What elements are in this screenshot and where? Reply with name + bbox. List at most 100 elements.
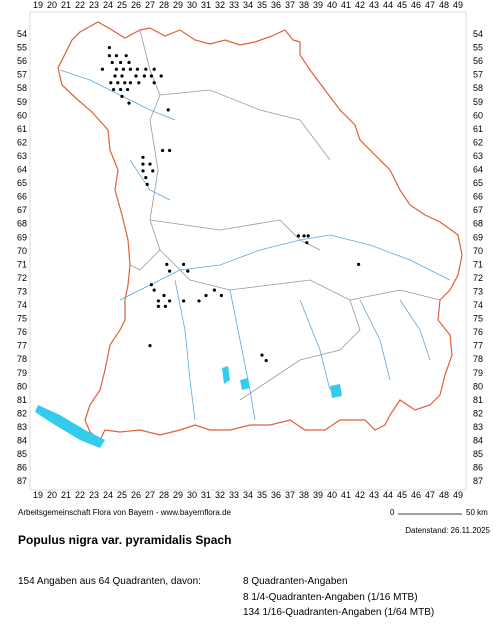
row-label: 67	[473, 205, 483, 215]
summary: 154 Angaben aus 64 Quadranten, davon:	[18, 576, 201, 587]
record-dot	[110, 60, 114, 65]
column-label: 33	[229, 0, 239, 10]
column-label: 43	[369, 490, 379, 500]
column-label: 32	[215, 490, 225, 500]
column-label: 42	[355, 0, 365, 10]
row-label: 71	[473, 259, 483, 269]
detail: 8 Quadranten-Angaben	[243, 576, 348, 587]
row-label: 60	[473, 110, 483, 120]
record-dot	[168, 269, 172, 273]
record-dot	[114, 67, 118, 71]
column-label: 35	[257, 490, 267, 500]
record-dot	[148, 344, 152, 348]
row-label: 69	[17, 232, 27, 242]
record-dot	[166, 108, 170, 112]
column-label: 44	[383, 490, 393, 500]
row-label: 62	[17, 137, 27, 147]
column-label: 19	[33, 490, 43, 500]
row-label: 63	[17, 151, 27, 161]
row-label: 56	[473, 56, 483, 66]
record-dot	[120, 74, 124, 78]
column-label: 25	[117, 490, 127, 500]
row-label: 83	[17, 422, 27, 432]
rivers	[59, 69, 451, 421]
record-dot	[219, 293, 223, 298]
row-label: 75	[17, 314, 27, 324]
column-label: 40	[327, 0, 337, 10]
row-label: 70	[473, 246, 483, 256]
row-label: 77	[17, 341, 27, 351]
record-dot	[159, 74, 163, 78]
row-label: 58	[17, 83, 27, 93]
record-dot	[127, 60, 131, 65]
column-label: 27	[145, 0, 155, 10]
state-border	[57, 21, 463, 441]
record-dot	[144, 176, 148, 180]
row-label: 83	[473, 422, 483, 432]
record-dot	[142, 74, 146, 78]
record-dot	[152, 81, 156, 85]
scale-end: 50 km	[466, 508, 488, 517]
record-dot	[121, 67, 125, 71]
record-dot	[128, 81, 132, 85]
row-label: 80	[473, 381, 483, 391]
column-label: 45	[397, 490, 407, 500]
column-label: 31	[201, 490, 211, 500]
column-label: 29	[173, 0, 183, 10]
column-label: 27	[145, 490, 155, 500]
row-label: 78	[473, 354, 483, 364]
record-dot	[156, 304, 160, 308]
row-label: 86	[473, 463, 483, 473]
record-dot	[212, 288, 216, 292]
row-label: 67	[17, 205, 27, 215]
row-label: 81	[473, 395, 483, 405]
record-dot	[119, 60, 123, 65]
record-dot	[182, 262, 186, 266]
row-label: 64	[473, 165, 483, 175]
row-label: 55	[473, 43, 483, 53]
record-dot	[165, 262, 169, 266]
row-label: 66	[473, 192, 483, 202]
column-label: 46	[411, 0, 421, 10]
column-label: 33	[229, 490, 239, 500]
column-label: 20	[47, 0, 57, 10]
record-dot	[152, 288, 156, 292]
column-label: 38	[299, 0, 309, 10]
column-label: 48	[439, 0, 449, 10]
column-label: 20	[47, 490, 57, 500]
row-label: 73	[17, 286, 27, 296]
row-label: 60	[17, 110, 27, 120]
column-label: 40	[327, 490, 337, 500]
row-label: 59	[473, 97, 483, 107]
column-label: 36	[271, 490, 281, 500]
detail: 134 1/16-Quadranten-Angaben (1/64 MTB)	[243, 607, 434, 618]
column-label: 41	[341, 490, 351, 500]
record-dot	[128, 67, 132, 71]
row-label: 74	[473, 300, 483, 310]
column-label: 47	[425, 490, 435, 500]
column-label: 21	[61, 490, 71, 500]
record-dot	[260, 353, 264, 357]
row-label: 80	[17, 381, 27, 391]
column-label: 39	[313, 0, 323, 10]
column-label: 22	[75, 0, 85, 10]
column-label: 34	[243, 0, 253, 10]
column-label: 42	[355, 490, 365, 500]
column-label: 37	[285, 0, 295, 10]
column-label: 34	[243, 490, 253, 500]
row-label: 75	[473, 314, 483, 324]
record-dot	[112, 87, 116, 92]
row-label: 62	[473, 137, 483, 147]
column-label: 30	[187, 0, 197, 10]
record-dot	[107, 54, 111, 58]
column-label: 24	[103, 490, 113, 500]
column-label: 49	[453, 0, 463, 10]
row-label: 84	[17, 436, 27, 446]
column-label: 25	[117, 0, 127, 10]
row-label: 85	[17, 449, 27, 459]
column-label: 41	[341, 0, 351, 10]
record-dot	[116, 81, 120, 85]
row-label: 81	[17, 395, 27, 405]
record-dot	[145, 182, 149, 187]
record-dot	[168, 148, 172, 153]
